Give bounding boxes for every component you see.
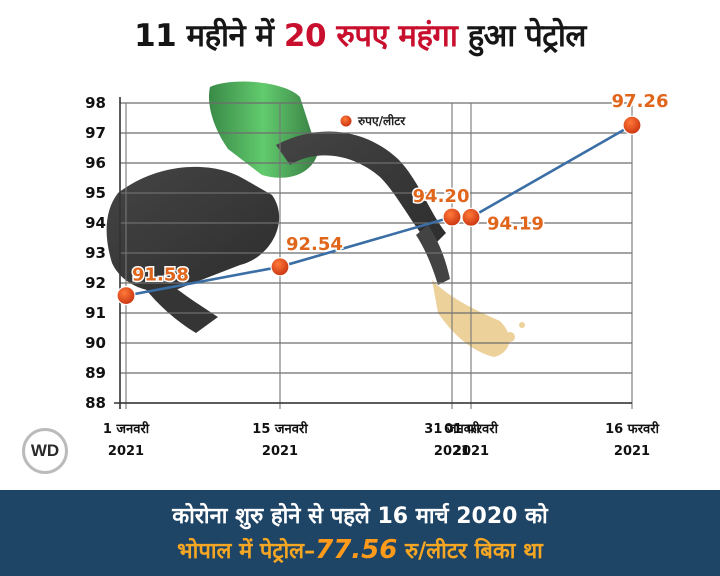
data-label: 92.54 — [286, 234, 343, 255]
data-labels: 91.58 92.54 94.20 94.19 97.26 — [131, 90, 670, 287]
footer-price-value: 77.56 — [315, 535, 398, 565]
x-tick-label-year: 2021 — [262, 444, 298, 459]
fuel-nozzle-illustration — [106, 81, 525, 357]
series-markers — [116, 115, 642, 306]
title-part-2: 20 रुपए महंगा — [283, 18, 458, 54]
y-tick-label: 91 — [85, 304, 106, 322]
data-label: 94.20 — [413, 186, 470, 207]
y-tick-label: 96 — [85, 154, 106, 172]
data-point-marker — [442, 207, 462, 227]
line-chart: 88 89 90 91 92 93 94 95 96 97 98 1 जनवरी 2021 15 जनव… — [85, 81, 670, 459]
y-tick-label: 95 — [85, 184, 106, 202]
data-point-marker — [270, 257, 290, 277]
footer-line-2: भोपाल में पेट्रोल–77.56 रु/लीटर बिका था — [0, 535, 720, 565]
x-tick-label-year: 2021 — [108, 444, 144, 459]
chart-title: 11 महीने में 20 रुपए महंगा हुआ पेट्रोल — [0, 14, 720, 56]
y-tick-label: 93 — [85, 244, 106, 262]
y-tick-label: 98 — [85, 94, 106, 112]
footer-banner: कोरोना शुरु होने से पहले 16 मार्च 2020 क… — [0, 490, 720, 576]
x-tick-label: 01 फरवरी — [444, 421, 499, 437]
x-tick-label: 16 फरवरी — [605, 421, 660, 437]
x-tick-label-year: 2021 — [614, 444, 650, 459]
legend-label: रुपए/लीटर — [357, 114, 406, 128]
y-tick-label: 97 — [85, 124, 106, 142]
y-tick-label: 88 — [85, 394, 106, 412]
chart-area: 88 89 90 91 92 93 94 95 96 97 98 1 जनवरी 2021 15 जनव… — [0, 75, 720, 495]
x-tick-label: 31 जनवरी — [424, 421, 480, 437]
x-tick-label-year: 2021 — [434, 444, 470, 459]
data-label: 91.58 — [132, 265, 189, 286]
y-tick-label: 94 — [85, 214, 106, 232]
x-tick-label: 15 जनवरी — [252, 421, 308, 437]
footer-line-1: कोरोना शुरु होने से पहले 16 मार्च 2020 क… — [172, 504, 548, 529]
wd-logo: WD — [22, 428, 68, 474]
data-label: 94.19 — [487, 213, 544, 234]
y-tick-label: 89 — [85, 364, 106, 382]
data-point-marker — [622, 115, 642, 135]
y-tick-label: 90 — [85, 334, 106, 352]
y-axis-ticks: 88 89 90 91 92 93 94 95 96 97 98 — [85, 94, 106, 412]
footer-line-2-suffix: रु/लीटर बिका था — [397, 539, 543, 564]
y-tick-label: 92 — [85, 274, 106, 292]
wd-logo-text: WD — [30, 441, 60, 460]
data-label: 97.26 — [612, 91, 669, 112]
legend: रुपए/लीटर — [340, 114, 406, 128]
x-tick-label-year: 2021 — [453, 444, 489, 459]
x-axis-ticks: 1 जनवरी 2021 15 जनवरी 2021 31 जनवरी 2021 01 फर… — [103, 421, 660, 459]
chart-axes — [114, 97, 632, 409]
x-tick-label: 1 जनवरी — [103, 421, 150, 437]
footer-line-2-prefix: भोपाल में पेट्रोल– — [177, 539, 316, 564]
data-point-marker — [461, 207, 481, 227]
title-part-1: 11 महीने में — [134, 18, 274, 54]
data-point-marker — [116, 286, 136, 306]
title-part-3: हुआ पेट्रोल — [467, 18, 587, 54]
legend-marker — [340, 115, 352, 127]
